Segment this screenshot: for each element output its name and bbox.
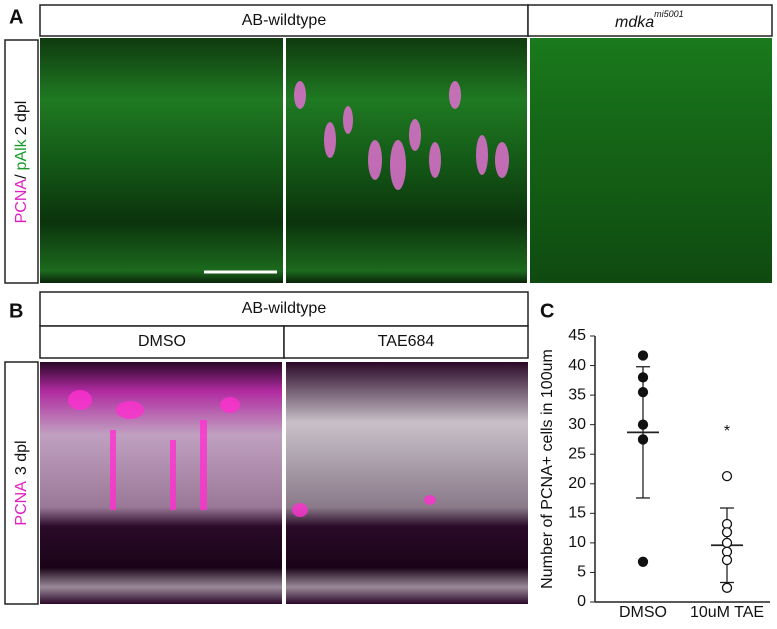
micrograph — [286, 38, 527, 283]
header-box — [39, 291, 529, 327]
gene: mdka — [615, 14, 654, 31]
micrograph — [40, 38, 283, 283]
micrograph — [530, 38, 772, 283]
stain: PCNA — [13, 481, 30, 526]
side-box — [4, 39, 39, 284]
data-point — [637, 556, 649, 567]
data-point — [637, 372, 649, 383]
header-box — [39, 325, 285, 359]
panel-letter: C — [540, 300, 554, 322]
y-tick-label: 5 — [577, 564, 586, 581]
header-box — [39, 4, 529, 37]
sep: / — [13, 174, 30, 179]
header: AB-wildtype — [242, 300, 327, 317]
data-point — [721, 527, 733, 538]
side-label: PCNA 3 dpl — [13, 440, 30, 525]
header-box — [527, 4, 773, 37]
x-tick-label: DMSO — [619, 604, 667, 621]
stain: pAlk — [13, 138, 30, 170]
cells — [294, 81, 509, 190]
panel-letter: A — [9, 6, 23, 28]
data-point — [637, 419, 649, 430]
panel-letter: B — [9, 300, 23, 322]
header: AB-wildtype — [242, 12, 327, 29]
y-tick-label: 10 — [568, 534, 586, 551]
allele: mi5001 — [654, 9, 684, 19]
y-tick-label: 25 — [568, 445, 586, 462]
data-point — [721, 537, 733, 549]
chart: 0 5 10 15 20 25 30 35 40 45 Number of PCNA+ cells … — [539, 327, 770, 621]
data-point — [721, 470, 733, 482]
y-tick-label: 0 — [577, 593, 586, 610]
cells — [68, 390, 436, 517]
x-tick-label: 10uM TAE — [690, 604, 764, 621]
data-point — [637, 350, 649, 361]
header: mdkami5001 — [615, 9, 684, 31]
micrograph — [286, 362, 528, 604]
y-tick-label: 15 — [568, 505, 586, 522]
y-tick-label: 45 — [568, 327, 586, 344]
y-tick-label: 40 — [568, 357, 586, 374]
header-box — [283, 325, 529, 359]
y-axis-title: Number of PCNA+ cells in 100um — [539, 349, 556, 589]
y-tick-label: 35 — [568, 386, 586, 403]
data-point — [721, 554, 733, 566]
data-point — [721, 582, 733, 593]
column-header: TAE684 — [378, 333, 435, 350]
significance: * — [724, 423, 730, 440]
side-box — [4, 361, 39, 605]
stain: PCNA — [13, 179, 30, 224]
y-tick-label: 20 — [568, 475, 586, 492]
data-point — [637, 387, 649, 398]
column-header: DMSO — [138, 333, 186, 350]
data-point — [637, 434, 649, 445]
time: 2 dpl — [13, 101, 30, 136]
y-tick-label: 30 — [568, 416, 586, 433]
time: 3 dpl — [13, 440, 30, 475]
side-label: PCNA/ pAlk 2 dpl — [13, 101, 30, 224]
